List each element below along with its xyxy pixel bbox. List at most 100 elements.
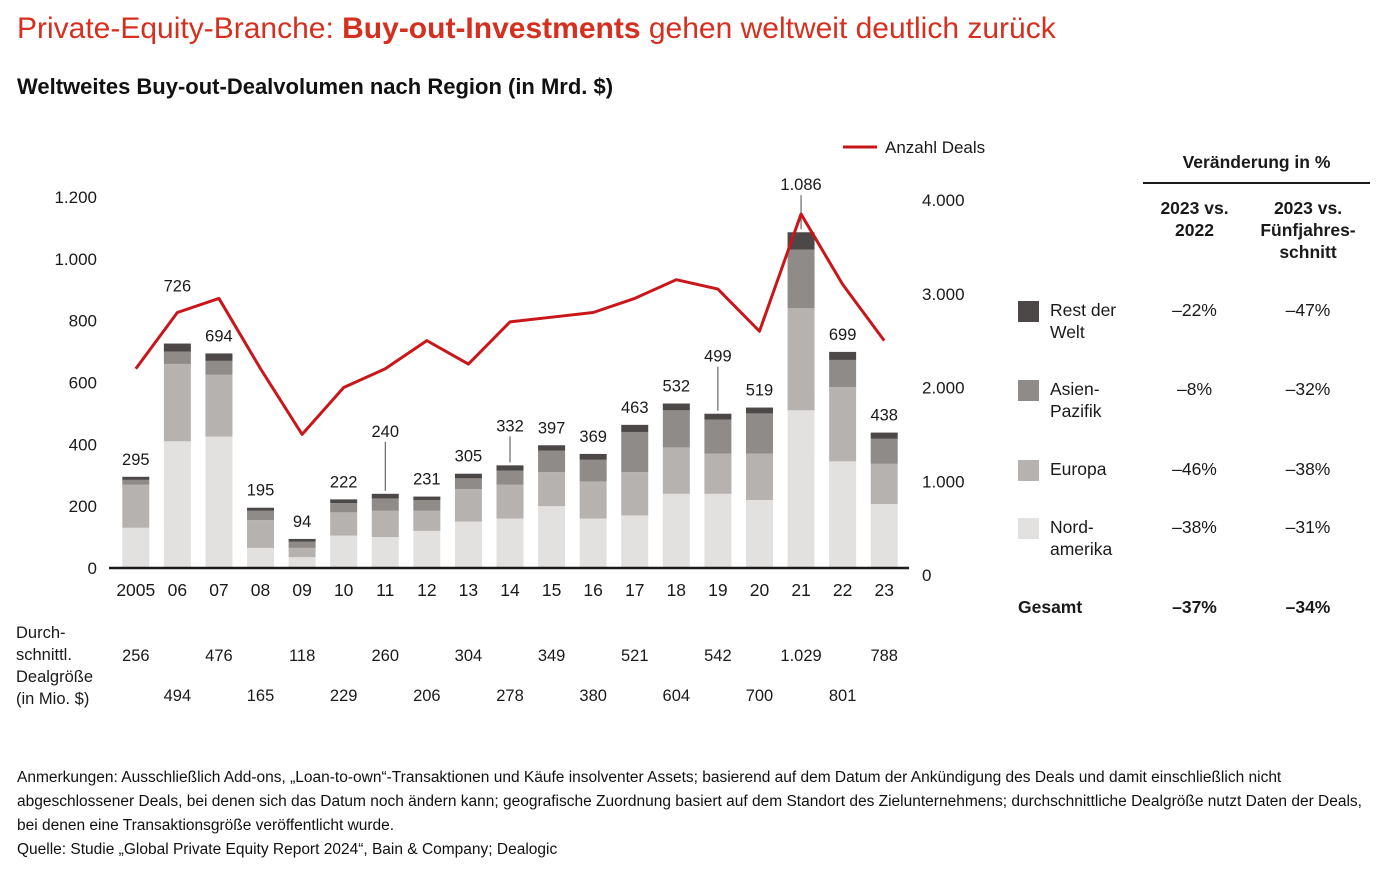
- avg-deal-size-value: 349: [538, 647, 566, 665]
- bar-segment: [538, 506, 566, 568]
- avg-deal-size-value: 380: [579, 687, 607, 705]
- value-europa-vs-2022: –46%: [1172, 459, 1217, 480]
- right-axis-tick: 2.000: [922, 379, 965, 398]
- bar-total-label: 438: [870, 407, 898, 425]
- value-europa-vs-5yr: –38%: [1285, 459, 1331, 480]
- x-axis-label: 15: [542, 580, 561, 600]
- avg-deal-size-value: 494: [164, 687, 192, 705]
- right-axis-tick: 0: [922, 566, 931, 585]
- bar-segment: [870, 463, 898, 505]
- x-axis-label: 17: [625, 580, 644, 600]
- bar-segment: [704, 493, 732, 568]
- bar-segment: [205, 360, 233, 375]
- bar-segment: [163, 363, 191, 442]
- bar-segment: [163, 441, 191, 568]
- bar-segment: [413, 530, 441, 568]
- left-axis-tick: 400: [69, 435, 97, 454]
- legend-item-nordamerika: Nord- amerika: [1018, 517, 1143, 561]
- europa-swatch: [1018, 460, 1039, 482]
- left-axis-tick: 1.000: [54, 250, 97, 269]
- bar-segment: [579, 481, 607, 519]
- bar-total-label: 726: [164, 278, 192, 296]
- left-axis-tick: 0: [88, 559, 97, 578]
- legend-label-europa: Europa: [1050, 459, 1107, 480]
- title-prefix: Private-Equity-Branche:: [17, 12, 343, 45]
- left-axis-tick: 200: [69, 497, 97, 516]
- avg-deal-size-axis-label: Dealgröße: [16, 668, 93, 686]
- bar-total-label: 305: [455, 448, 483, 466]
- bar-total-label: 699: [829, 326, 857, 344]
- avg-deal-size-value: 229: [330, 687, 358, 705]
- right-axis-tick: 4.000: [922, 191, 965, 210]
- bar-segment: [496, 470, 524, 485]
- bar-segment: [122, 527, 150, 568]
- bar-total-label: 499: [704, 348, 732, 366]
- bar-segment: [745, 413, 773, 454]
- avg-deal-size-value: 1.029: [780, 647, 821, 665]
- bar-total-label: 1.086: [780, 176, 821, 194]
- bar-segment: [662, 410, 690, 448]
- x-axis-label: 10: [334, 580, 354, 600]
- bar-segment: [829, 461, 857, 568]
- bar-segment: [330, 512, 358, 536]
- chart-subtitle: Weltweites Buy-out-Dealvolumen nach Regi…: [17, 74, 614, 99]
- page-title: Private-Equity-Branche: Buy-out-Investme…: [17, 12, 1056, 46]
- bar-total-label: 519: [746, 382, 774, 400]
- x-axis-label: 16: [583, 580, 602, 600]
- legend-item-asien-pazifik: Asien- Pazifik: [1018, 379, 1143, 423]
- legend-item-rest-der-welt: Rest der Welt: [1018, 300, 1143, 344]
- x-axis-label: 07: [209, 580, 228, 600]
- x-axis-label: 08: [251, 580, 270, 600]
- value-asien-vs-5yr: –32%: [1285, 379, 1331, 400]
- value-nordamerika-vs-2022: –38%: [1172, 517, 1217, 538]
- bar-segment: [787, 308, 815, 411]
- avg-deal-size-value: 476: [205, 647, 233, 665]
- bar-segment: [745, 407, 773, 414]
- x-axis-label: 22: [833, 580, 852, 600]
- value-asien-vs-2022: –8%: [1176, 379, 1213, 400]
- bar-segment: [579, 518, 607, 568]
- bar-segment: [205, 353, 233, 361]
- bar-total-label: 332: [496, 417, 524, 435]
- bar-segment: [454, 473, 482, 479]
- avg-deal-size-axis-label: schnittl.: [16, 646, 72, 664]
- bar-segment: [247, 547, 275, 568]
- bar-segment: [288, 538, 316, 542]
- value-nordamerika-vs-5yr: –31%: [1285, 517, 1331, 538]
- value-rest-vs-2022: –22%: [1172, 299, 1217, 320]
- bar-segment: [205, 436, 233, 568]
- right-axis-tick: 1.000: [922, 472, 965, 491]
- bar-segment: [413, 499, 441, 511]
- source-line: Quelle: Studie „Global Private Equity Re…: [17, 841, 558, 859]
- bar-segment: [829, 351, 857, 360]
- x-axis-label: 18: [667, 580, 686, 600]
- bar-segment: [870, 432, 898, 439]
- bar-segment: [787, 249, 815, 309]
- avg-deal-size-value: 788: [870, 647, 898, 665]
- bar-segment: [247, 507, 275, 511]
- bar-segment: [122, 479, 150, 485]
- col-header-2023-vs-2022: 2023 vs. 2022: [1160, 198, 1229, 240]
- avg-deal-size-value: 521: [621, 647, 649, 665]
- col-header-2023-vs-5yr: 2023 vs. Fünfjahres- schnitt: [1260, 198, 1356, 262]
- title-emphasis: Buy-out-Investments: [342, 12, 641, 45]
- bar-segment: [413, 496, 441, 500]
- bar-segment: [579, 453, 607, 460]
- bar-segment: [371, 537, 399, 568]
- bar-segment: [538, 450, 566, 473]
- legend-label-gesamt: Gesamt: [1018, 596, 1083, 617]
- x-axis-label: 20: [750, 580, 770, 600]
- value-rest-vs-5yr: –47%: [1285, 299, 1331, 320]
- bar-segment: [496, 484, 524, 519]
- bar-segment: [704, 419, 732, 454]
- bar-segment: [163, 343, 191, 352]
- chart-area: 0 200 400 600 800 1.000 1.200 0 1.000 2.000 3.000 4…: [0, 122, 1020, 747]
- line-legend-label: Anzahl Deals: [885, 138, 985, 157]
- x-axis-label: 23: [874, 580, 893, 600]
- left-axis-tick: 800: [69, 312, 97, 331]
- bar-segment: [870, 438, 898, 464]
- left-axis-tick: 1.200: [54, 188, 97, 207]
- x-axis-label: 14: [500, 580, 520, 600]
- avg-deal-size-value: 206: [413, 687, 441, 705]
- asien-pazifik-swatch: [1018, 380, 1039, 402]
